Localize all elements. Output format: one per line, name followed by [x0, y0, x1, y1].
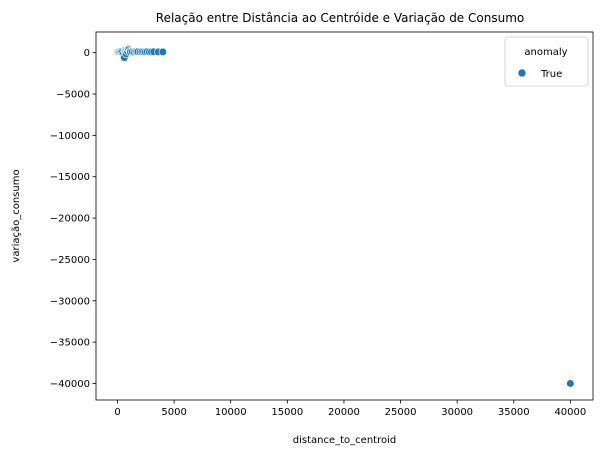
legend-title: anomaly	[524, 47, 567, 58]
x-tick-label: 0	[114, 407, 120, 418]
legend-marker-true	[517, 68, 527, 78]
x-axis-label: distance_to_centroid	[293, 435, 396, 446]
legend-entry-true: True	[540, 69, 562, 80]
data-point	[158, 47, 167, 57]
y-tick-label: −5000	[56, 90, 90, 101]
x-tick-label: 15000	[271, 407, 303, 418]
y-tick-label: −35000	[50, 338, 90, 349]
x-axis-ticks: 0 5000 10000 15000 20000 25000 30000 35000 40000	[114, 400, 586, 418]
data-points	[113, 44, 575, 388]
x-tick-label: 5000	[161, 407, 186, 418]
y-tick-label: 0	[84, 48, 90, 59]
y-tick-label: −30000	[50, 296, 90, 307]
y-tick-label: −10000	[50, 131, 90, 142]
x-tick-label: 20000	[328, 407, 360, 418]
x-tick-label: 35000	[498, 407, 530, 418]
y-tick-label: −20000	[50, 214, 90, 225]
legend: anomaly True	[504, 36, 589, 87]
x-tick-label: 10000	[215, 407, 247, 418]
plot-area	[96, 32, 593, 400]
y-tick-label: −40000	[50, 379, 90, 390]
y-tick-label: −15000	[50, 172, 90, 183]
y-axis-ticks: 0 −5000 −10000 −15000 −20000 −25000 −30000 −350…	[50, 48, 96, 390]
y-axis-label: variação_consumo	[11, 169, 22, 262]
x-tick-label: 40000	[554, 407, 586, 418]
x-tick-label: 25000	[385, 407, 417, 418]
x-tick-label: 30000	[441, 407, 473, 418]
y-tick-label: −25000	[50, 255, 90, 266]
chart-title: Relação entre Distância ao Centróide e V…	[156, 11, 524, 25]
plot-frame	[95, 31, 594, 401]
data-point	[566, 379, 575, 388]
